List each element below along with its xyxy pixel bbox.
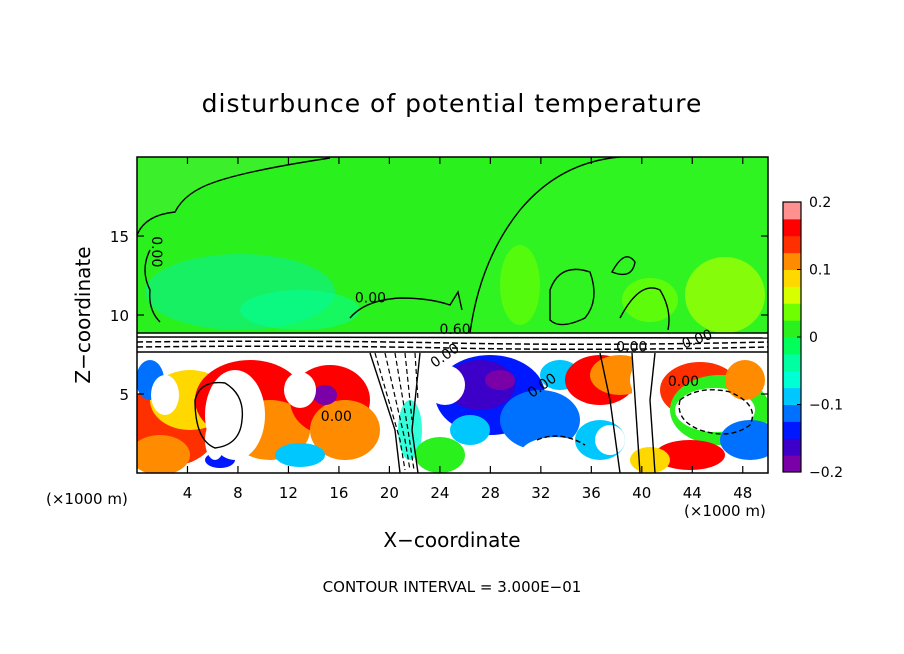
- colorbar-swatch: [783, 438, 801, 456]
- y-axis: 5 10 15: [110, 228, 768, 404]
- y-tick-label: 15: [110, 228, 129, 246]
- x-axis-label: X−coordinate: [383, 528, 520, 552]
- colorbar-swatch: [783, 286, 801, 304]
- colorbar-swatch: [783, 235, 801, 254]
- colorbar-swatch: [783, 303, 801, 321]
- colorbar-swatch: [783, 455, 801, 473]
- upper-yellow-patch: [622, 278, 678, 322]
- colorbar-swatch: [783, 320, 801, 338]
- x-tick-label: 32: [531, 484, 550, 502]
- x-tick-label: 40: [632, 484, 651, 502]
- x-axis-unit-right: (×1000 m): [684, 502, 766, 520]
- colorbar: 0.2 0.1 0 −0.1 −0.2: [782, 195, 843, 481]
- x-tick-label: 24: [430, 484, 449, 502]
- y-tick-label: 5: [119, 386, 129, 404]
- upper-contour-region: [137, 157, 330, 235]
- x-tick-label: 28: [481, 484, 500, 502]
- lower-field: [137, 353, 768, 473]
- contour-label: 0.00: [321, 409, 352, 425]
- x-axis: 4 8 12 16 20 24 28 32 36 40 44 48: [183, 157, 752, 502]
- contour-label: 0.00: [668, 374, 699, 390]
- contour-label: 0.00: [355, 290, 386, 306]
- plot-area: [137, 157, 768, 473]
- colorbar-tick-label: 0.1: [809, 263, 831, 279]
- transition-band-lines: [137, 332, 768, 353]
- x-tick-label: 16: [329, 484, 348, 502]
- colorbar-swatch: [783, 387, 801, 405]
- colorbar-swatch: [783, 252, 801, 270]
- y-axis-label: Z−coordinate: [71, 246, 95, 383]
- colorbar-swatch: [783, 353, 801, 372]
- colorbar-swatch: [783, 218, 801, 237]
- colorbar-tick-label: −0.2: [809, 465, 843, 481]
- colorbar-swatch: [783, 202, 801, 220]
- x-tick-label: 8: [233, 484, 243, 502]
- colorbar-swatch: [783, 370, 801, 389]
- colorbar-swatch: [783, 421, 801, 439]
- contour-interval-footer: CONTOUR INTERVAL = 3.000E−01: [323, 578, 582, 596]
- x-tick-label: 48: [733, 484, 752, 502]
- x-axis-unit-left: (×1000 m): [46, 490, 128, 508]
- colorbar-tick-label: 0.2: [809, 195, 831, 211]
- chart-title: disturbunce of potential temperature: [202, 89, 703, 118]
- updraft-dashed-contours: [374, 352, 419, 471]
- upper-yellow-patch: [685, 257, 765, 333]
- contour-label: 0.00: [616, 339, 647, 355]
- colorbar-tick-label: −0.1: [809, 398, 843, 414]
- upper-yellow-patch: [500, 245, 540, 325]
- colorbar-tick-label: 0: [809, 330, 818, 346]
- upper-cyan-patch: [240, 290, 360, 330]
- y-tick-label: 10: [110, 307, 129, 325]
- colorbar-swatch: [783, 269, 801, 287]
- colorbar-swatch: [783, 404, 801, 422]
- x-tick-label: 4: [183, 484, 193, 502]
- x-tick-label: 36: [582, 484, 601, 502]
- x-tick-label: 12: [279, 484, 298, 502]
- contour-label: 0.00: [148, 236, 164, 267]
- contour-lines: [137, 157, 754, 473]
- x-tick-label: 44: [683, 484, 702, 502]
- x-tick-label: 20: [380, 484, 399, 502]
- contour-label: 0.60: [439, 322, 470, 338]
- colorbar-swatch: [783, 337, 801, 355]
